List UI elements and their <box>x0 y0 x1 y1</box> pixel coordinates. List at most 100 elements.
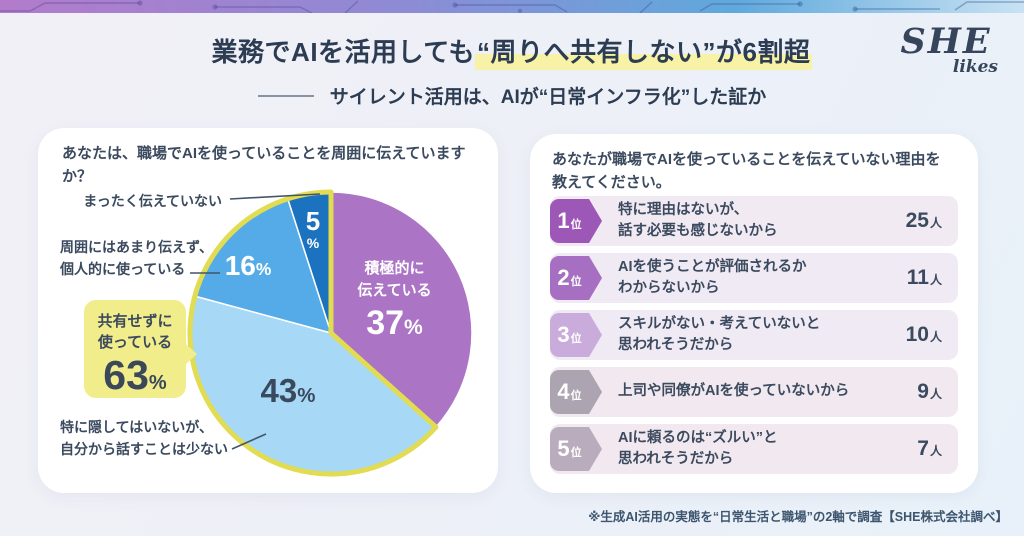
percent-sign: % <box>306 235 320 251</box>
page-title: 業務でAIを活用しても“周りへ共有しない”が6割超 <box>0 32 1024 70</box>
rank-number: 5 <box>557 436 570 461</box>
rank-count: 10人 <box>906 323 942 347</box>
slice-label-active-line2: 伝えている <box>357 281 432 299</box>
rank-badge-arrow <box>589 256 602 300</box>
header: 業務でAIを活用しても“周りへ共有しない”が6割超 サイレント活用は、AIが“日… <box>0 32 1024 109</box>
slice-label-active: 積極的に 伝えている 37% <box>332 258 457 343</box>
pie-highlight-ring <box>187 189 439 477</box>
rank-count: 25人 <box>906 209 942 233</box>
rank-number: 3 <box>557 322 570 347</box>
rank-reason: AIを使うことが評価されるか わからないから <box>602 257 907 299</box>
rank-number: 4 <box>557 379 570 404</box>
pie-chart-card: あなたは、職場でAIを使っていることを周囲に伝えています か？ 積極的に 伝えて… <box>38 128 498 493</box>
callout-value: 63 <box>103 352 149 398</box>
rank-reason-line2: わからないから <box>618 280 720 296</box>
slice-label-active-line1: 積極的に <box>364 260 425 277</box>
label-private-line2: 個人的に使っている <box>60 261 186 278</box>
label-private-line1: 周囲にはあまり伝えず、 <box>60 239 214 255</box>
slice-label-private: 16% <box>198 250 298 282</box>
rank-count-unit: 人 <box>929 216 942 230</box>
label-not-hiding-line1: 特に隠してはいないが、 <box>60 419 214 435</box>
rank-badge-arrow <box>589 427 602 471</box>
rank-count: 11人 <box>907 266 942 290</box>
title-highlight: “周りへ共有しない”が6割超 <box>474 37 813 70</box>
rank-reason-line1: スキルがない・考えていないと <box>618 315 821 332</box>
rank-badge-arrow <box>589 313 602 357</box>
rank-suffix: 位 <box>570 390 582 402</box>
rank-count-unit: 人 <box>929 330 942 344</box>
ranking-question-line2: 教えてください。 <box>552 174 671 192</box>
rank-count-value: 25 <box>905 209 929 232</box>
pie-question-line1: あなたは、職場でAIを使っていることを周囲に伝えています <box>62 145 466 162</box>
rank-count-unit: 人 <box>929 444 942 458</box>
rank-count: 7人 <box>917 437 942 461</box>
rank-reason-line1: 上司や同僚がAIを使っていないから <box>618 383 850 400</box>
label-not-hiding: 特に隠してはいないが、 自分から話すことは少ない <box>60 416 228 461</box>
top-banner-strip <box>0 0 1024 13</box>
label-private-use: 周囲にはあまり伝えず、 個人的に使っている <box>60 236 213 281</box>
pie-slice-active <box>330 191 473 429</box>
slice-value-active: 37 <box>366 303 405 342</box>
rank-reason-line2: 話す必要も感じないから <box>618 223 778 239</box>
rank-reason-line2: 思われそうだから <box>618 451 734 467</box>
ranking-question-line1: あなたが職場でAIを使っていることを伝えていない理由を <box>552 151 941 168</box>
slice-value-none: 5 <box>305 206 321 236</box>
label-not-hiding-line2: 自分から話すことは少ない <box>60 441 228 458</box>
rank-count-value: 10 <box>905 323 929 346</box>
logo-likes-text: likes <box>952 57 998 77</box>
percent-sign: % <box>148 372 167 394</box>
callout-63-percent: 共有せずに 使っている 63% <box>84 300 197 398</box>
pie-question: あなたは、職場でAIを使っていることを周囲に伝えています か？ <box>62 142 502 189</box>
rank-badge-arrow <box>589 199 602 243</box>
callout-line1: 共有せずに <box>97 313 173 330</box>
pie-chart <box>187 189 473 477</box>
slice-value-not-hiding: 43 <box>260 372 298 409</box>
rank-count-value: 9 <box>917 380 929 403</box>
rank-number: 2 <box>557 265 570 290</box>
rank-count: 9人 <box>917 380 942 404</box>
callout-line2: 使っている <box>97 334 173 351</box>
rank-suffix: 位 <box>570 219 582 231</box>
rank-suffix: 位 <box>570 447 582 459</box>
pie-question-line2: か？ <box>62 168 93 186</box>
rank-suffix: 位 <box>570 276 582 288</box>
ranking-question: あなたが職場でAIを使っていることを伝えていない理由を 教えてください。 <box>552 148 972 195</box>
rank-badge-arrow <box>589 370 602 414</box>
rank-reason: AIに頼るのは“ズルい”と 思われそうだから <box>602 428 917 470</box>
rank-number: 1 <box>557 208 570 233</box>
label-none-at-all: まったく伝えていない <box>83 193 222 209</box>
rank-reason: 上司や同僚がAIを使っていないから <box>602 381 917 402</box>
rank-count-value: 11 <box>906 266 929 289</box>
rank-reason-line1: AIを使うことが評価されるか <box>618 258 807 275</box>
rank-reason: 特に理由はないが、 話す必要も感じないから <box>602 200 906 242</box>
leader-lines <box>190 193 321 450</box>
slice-label-none: 5 % <box>295 208 331 250</box>
subtitle-dash <box>257 94 314 97</box>
slice-label-not-hiding: 43% <box>238 372 338 410</box>
title-prefix: 業務でAIを活用しても <box>211 37 475 67</box>
percent-sign: % <box>297 384 316 407</box>
rank-count-value: 7 <box>917 437 929 460</box>
rank-reason-line2: 思われそうだから <box>618 337 734 353</box>
rank-reason-line1: AIに頼るのは“ズルい”と <box>618 429 778 446</box>
percent-sign: % <box>255 259 272 279</box>
rank-suffix: 位 <box>570 333 582 345</box>
rank-count-unit: 人 <box>929 387 942 401</box>
brand-logo: SHE likes <box>890 24 1002 77</box>
rank-reason-line1: 特に理由はないが、 <box>618 201 749 218</box>
rank-count-unit: 人 <box>929 273 942 287</box>
logo-she-text: SHE <box>900 21 992 62</box>
page-subtitle: サイレント活用は、AIが“日常インフラ化”した証か <box>329 87 767 108</box>
circuit-pattern <box>0 0 1024 13</box>
